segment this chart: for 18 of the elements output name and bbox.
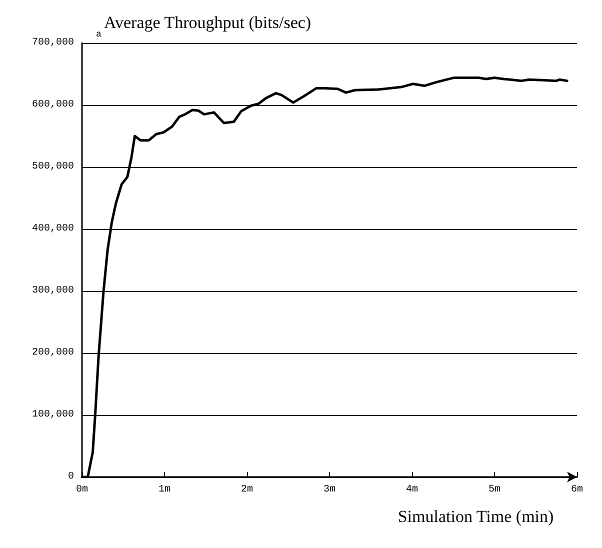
x-tick-label: 5m <box>488 484 501 496</box>
x-axis-title: Simulation Time (min) <box>398 507 554 526</box>
y-tick-label: 200,000 <box>32 348 74 358</box>
y-tick-label: 0 <box>68 472 74 482</box>
y-tick-label: 600,000 <box>32 100 74 110</box>
x-tick-label: 6m <box>570 484 584 496</box>
y-tick-label: 400,000 <box>32 224 74 234</box>
x-tick-label: 2m <box>240 484 254 496</box>
y-tick-label: 500,000 <box>32 162 74 172</box>
x-tick-label: 0m <box>76 484 88 496</box>
y-tick-label: 100,000 <box>32 410 74 420</box>
text: a <box>96 30 102 40</box>
x-tick-label: 3m <box>323 484 336 496</box>
y-axis-title: Average Throughput (bits/sec) <box>104 13 312 32</box>
y-tick-label: 700,000 <box>32 38 74 48</box>
x-tick-label: 4m <box>406 484 418 496</box>
x-tick-label: 1m <box>158 484 171 496</box>
y-tick-label: 300,000 <box>32 286 74 296</box>
